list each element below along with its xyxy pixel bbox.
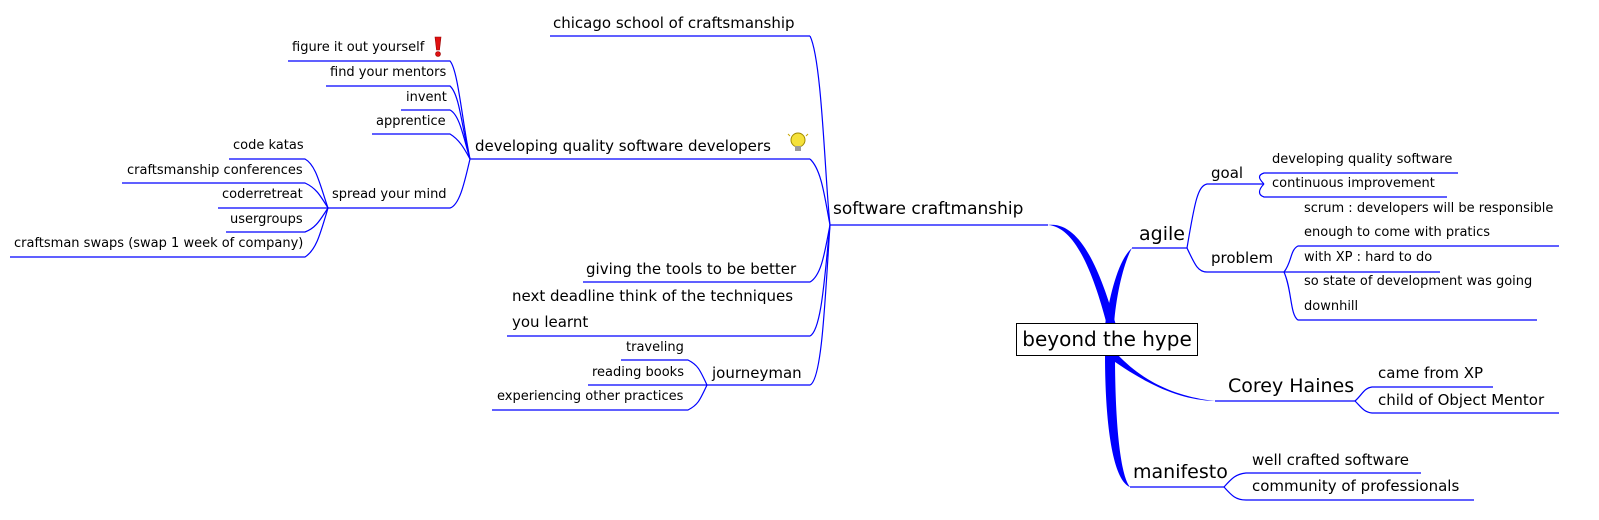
node-craftsman-swaps[interactable]: craftsman swaps (swap 1 week of company) bbox=[14, 236, 304, 251]
node-spread-your-mind[interactable]: spread your mind bbox=[332, 187, 447, 202]
node-journeyman[interactable]: journeyman bbox=[712, 364, 802, 382]
lightbulb-icon bbox=[787, 132, 809, 151]
node-state-of-development-line-1[interactable]: so state of development was going bbox=[1304, 274, 1533, 289]
node-well-crafted-software[interactable]: well crafted software bbox=[1252, 451, 1410, 469]
branch-root-to-corey bbox=[1105, 355, 1215, 401]
node-reading-books[interactable]: reading books bbox=[592, 365, 684, 380]
node-child-of-object-mentor[interactable]: child of Object Mentor bbox=[1378, 391, 1545, 409]
node-community-of-professionals[interactable]: community of professionals bbox=[1252, 477, 1460, 495]
node-next-deadline-line-2[interactable]: you learnt bbox=[512, 313, 589, 331]
node-chicago-school[interactable]: chicago school of craftsmanship bbox=[553, 14, 795, 32]
node-craftsmanship-conferences[interactable]: craftsmanship conferences bbox=[127, 163, 303, 178]
node-goal[interactable]: goal bbox=[1211, 164, 1244, 182]
node-find-your-mentors[interactable]: find your mentors bbox=[330, 65, 447, 80]
node-invent[interactable]: invent bbox=[406, 90, 447, 105]
node-figure-it-out-yourself[interactable]: figure it out yourself bbox=[292, 40, 425, 55]
node-usergroups[interactable]: usergroups bbox=[230, 212, 303, 227]
node-experiencing-other-practices[interactable]: experiencing other practices bbox=[497, 389, 684, 404]
node-agile[interactable]: agile bbox=[1139, 223, 1185, 245]
node-developing-quality-software-developers[interactable]: developing quality software developers bbox=[475, 137, 771, 155]
node-corey-haines[interactable]: Corey Haines bbox=[1228, 375, 1355, 397]
node-problem[interactable]: problem bbox=[1211, 249, 1274, 267]
node-apprentice[interactable]: apprentice bbox=[376, 114, 446, 129]
root-node[interactable]: beyond the hype bbox=[1016, 323, 1198, 356]
node-coderretreat[interactable]: coderretreat bbox=[222, 187, 303, 202]
branch-root-to-agile bbox=[1105, 248, 1132, 325]
node-scrum-line-2[interactable]: enough to come with pratics bbox=[1304, 225, 1491, 240]
node-manifesto[interactable]: manifesto bbox=[1133, 461, 1228, 483]
branch-root-to-software-craftmanship bbox=[1048, 224, 1116, 325]
node-continuous-improvement[interactable]: continuous improvement bbox=[1272, 176, 1435, 191]
branch-root-to-manifesto bbox=[1105, 355, 1130, 487]
node-came-from-xp[interactable]: came from XP bbox=[1378, 364, 1484, 382]
node-traveling[interactable]: traveling bbox=[626, 340, 684, 355]
node-code-katas[interactable]: code katas bbox=[233, 138, 304, 153]
node-state-of-development-line-2[interactable]: downhill bbox=[1304, 299, 1359, 314]
thick-root-branches bbox=[1048, 224, 1215, 487]
node-giving-the-tools[interactable]: giving the tools to be better bbox=[586, 260, 797, 278]
node-software-craftmanship[interactable]: software craftmanship bbox=[833, 199, 1024, 219]
exclamation-icon bbox=[434, 36, 442, 57]
thin-branches bbox=[10, 35, 1559, 501]
node-scrum-line-1[interactable]: scrum : developers will be responsible bbox=[1304, 201, 1554, 216]
node-with-xp[interactable]: with XP : hard to do bbox=[1304, 250, 1433, 265]
node-next-deadline-line-1[interactable]: next deadline think of the techniques bbox=[512, 287, 794, 305]
node-developing-quality-software[interactable]: developing quality software bbox=[1272, 152, 1453, 167]
